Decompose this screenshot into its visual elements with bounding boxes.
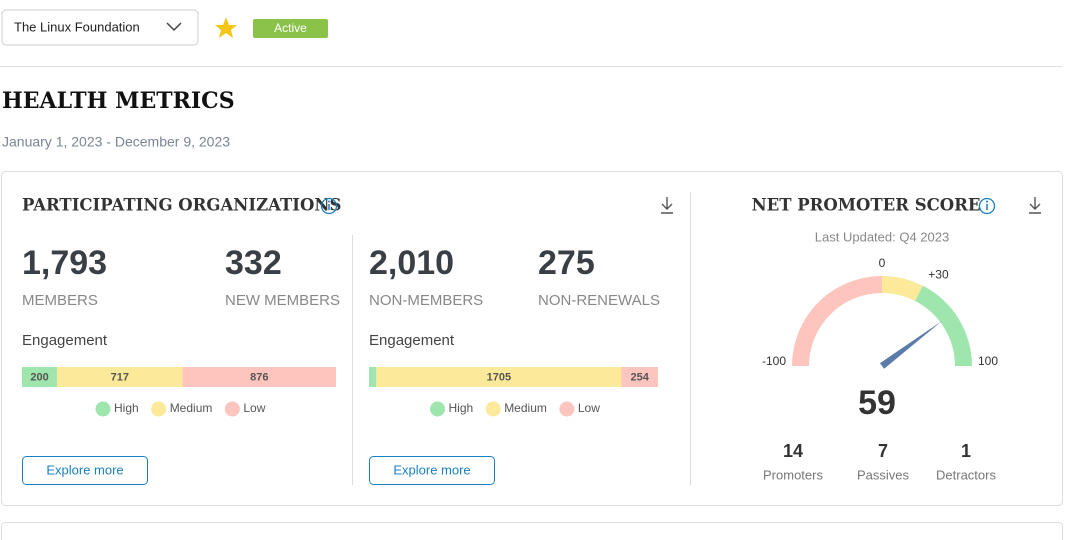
stat-value: 2,010 — [369, 244, 454, 282]
info-icon[interactable] — [978, 197, 996, 215]
legend-label: Medium — [504, 401, 547, 415]
bar-label: 1705 — [487, 371, 511, 383]
legend-swatch — [430, 401, 445, 417]
engagement-label: Engagement — [22, 332, 108, 349]
legend-swatch — [559, 401, 575, 417]
bar-segment — [369, 367, 377, 387]
bar-segment — [57, 367, 183, 387]
stat-value: 1,793 — [22, 244, 107, 282]
legend-label: Low — [243, 401, 265, 415]
metrics-card — [1, 171, 1063, 506]
bar-segment — [22, 367, 58, 387]
last-updated: Last Updated: Q4 2023 — [815, 229, 949, 244]
bar-label: 200 — [30, 371, 48, 383]
explore-button-text[interactable]: Explore more — [46, 462, 123, 477]
bar-label: 876 — [250, 371, 268, 383]
breakdown-label: Detractors — [936, 467, 996, 482]
legend-swatch — [224, 401, 240, 417]
status-text: Active — [274, 21, 307, 35]
bar-segment — [182, 367, 336, 387]
bar-label: 254 — [631, 371, 650, 383]
gauge-tick-label: 100 — [978, 354, 998, 368]
legend-label: High — [449, 401, 474, 415]
section-title: PARTICIPATING ORGANIZATIONS — [22, 196, 341, 215]
stat-label: NON-MEMBERS — [369, 292, 483, 309]
stat-value: 275 — [538, 244, 595, 282]
next-card — [1, 522, 1063, 540]
legend-swatch — [151, 401, 167, 417]
gauge-tick-label: 0 — [879, 256, 886, 270]
breakdown-label: Passives — [857, 467, 910, 482]
status-badge — [253, 19, 328, 38]
favorite-star[interactable] — [215, 17, 237, 38]
engagement-label: Engagement — [369, 332, 455, 349]
breakdown-value: 1 — [961, 441, 971, 461]
legend-swatch — [95, 401, 111, 417]
org-name: The Linux Foundation — [14, 19, 140, 34]
breakdown-label: Promoters — [763, 467, 823, 482]
org-select[interactable] — [1, 9, 199, 46]
explore-button[interactable] — [369, 456, 495, 485]
stat-label: MEMBERS — [22, 292, 98, 309]
explore-button-text[interactable]: Explore more — [393, 462, 470, 477]
legend-label: High — [114, 401, 139, 415]
explore-button[interactable] — [22, 456, 148, 485]
breakdown-value: 7 — [878, 441, 888, 461]
date-range: January 1, 2023 - December 9, 2023 — [2, 134, 230, 150]
nps-score: 59 — [858, 384, 896, 422]
gauge-zone — [792, 276, 882, 366]
page-title: HEALTH METRICS — [2, 88, 235, 114]
breakdown-value: 14 — [783, 441, 803, 461]
legend-label: Medium — [170, 401, 213, 415]
stat-label: NON-RENEWALS — [538, 292, 660, 309]
section-title: NET PROMOTER SCORE — [752, 196, 981, 215]
legend-swatch — [485, 401, 501, 417]
stat-label: NEW MEMBERS — [225, 292, 340, 309]
bar-label: 717 — [111, 371, 129, 383]
bar-segment — [621, 367, 658, 387]
gauge-zone — [882, 276, 923, 301]
gauge-tick-label: -100 — [762, 354, 786, 368]
chevron — [166, 22, 182, 32]
download-icon[interactable] — [661, 197, 673, 214]
download-icon[interactable] — [1029, 197, 1041, 214]
gauge-tick-label: +30 — [928, 267, 949, 281]
info-icon[interactable] — [320, 197, 338, 215]
bar-segment — [376, 367, 622, 387]
gauge-needle — [879, 320, 942, 369]
gauge-zone — [915, 285, 972, 366]
legend-label: Low — [578, 401, 600, 415]
stat-value: 332 — [225, 244, 282, 282]
